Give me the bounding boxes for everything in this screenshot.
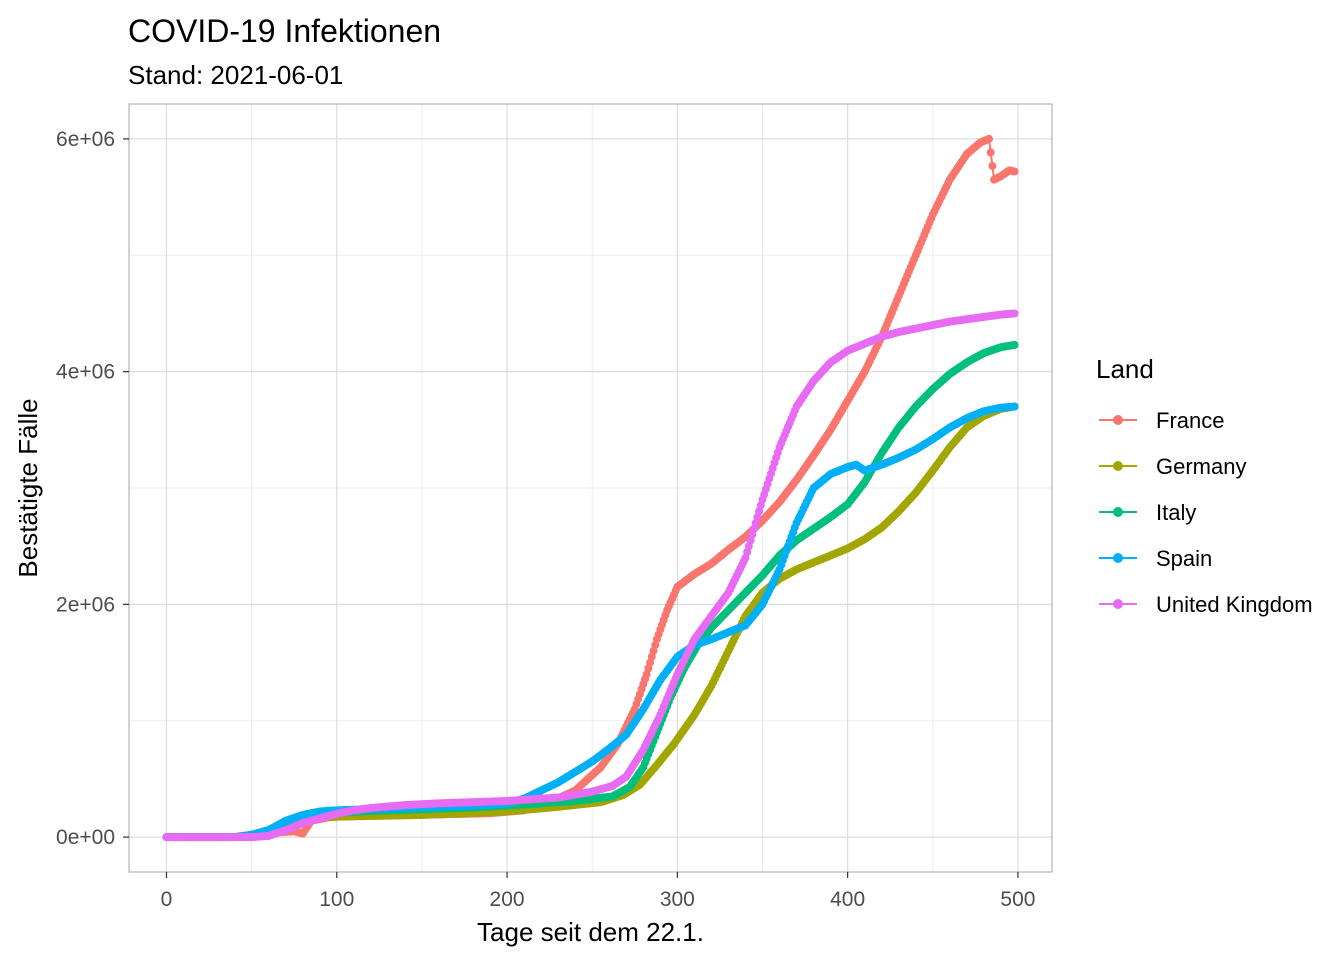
- legend-key-point: [1113, 415, 1123, 425]
- legend-item-italy: Italy: [1099, 500, 1196, 525]
- y-tick-label: 6e+06: [56, 128, 115, 151]
- y-tick-label: 4e+06: [56, 361, 115, 384]
- x-tick-label: 100: [319, 888, 354, 911]
- legend-item-france: France: [1099, 408, 1224, 433]
- y-tick-label: 2e+06: [56, 593, 115, 616]
- data-point: [988, 162, 997, 171]
- legend-label: Germany: [1156, 454, 1246, 479]
- panel-border: [128, 103, 1053, 873]
- axes: 0 100 200 300 400 500 0e+00 2e+06 4e+06 6e+06: [56, 128, 1035, 911]
- legend-key-point: [1113, 507, 1123, 517]
- chart-title: COVID-19 Infektionen: [128, 13, 441, 49]
- legend-item-united-kingdom: United Kingdom: [1099, 592, 1313, 617]
- legend-label: United Kingdom: [1156, 592, 1313, 617]
- series-layer: [162, 134, 1019, 842]
- legend-item-spain: Spain: [1099, 546, 1212, 571]
- y-axis-title: Bestätigte Fälle: [13, 398, 43, 577]
- x-tick-label: 300: [660, 888, 695, 911]
- legend-item-germany: Germany: [1099, 454, 1246, 479]
- chart-subtitle: Stand: 2021-06-01: [128, 60, 343, 90]
- x-tick-label: 0: [161, 888, 173, 911]
- legend-label: France: [1156, 408, 1224, 433]
- series-united-kingdom: [162, 309, 1019, 842]
- x-tick-label: 200: [490, 888, 525, 911]
- legend-label: Italy: [1156, 500, 1196, 525]
- x-axis-title: Tage seit dem 22.1.: [477, 917, 704, 947]
- y-tick-label: 0e+00: [56, 826, 115, 849]
- x-tick-label: 500: [1000, 888, 1035, 911]
- legend-key-point: [1113, 553, 1123, 563]
- x-tick-label: 400: [830, 888, 865, 911]
- grid: [129, 104, 1052, 872]
- legend-label: Spain: [1156, 546, 1212, 571]
- data-point: [1010, 309, 1019, 318]
- data-point: [984, 134, 993, 143]
- legend: Land France Germany Italy Spain United Kingd…: [1096, 354, 1313, 617]
- data-point: [986, 148, 995, 157]
- data-point: [1010, 340, 1019, 349]
- series-markers-united-kingdom: [162, 309, 1019, 842]
- legend-title: Land: [1096, 354, 1154, 384]
- legend-key-point: [1113, 599, 1123, 609]
- data-point: [1010, 402, 1019, 411]
- data-point: [1010, 167, 1019, 176]
- legend-key-point: [1113, 461, 1123, 471]
